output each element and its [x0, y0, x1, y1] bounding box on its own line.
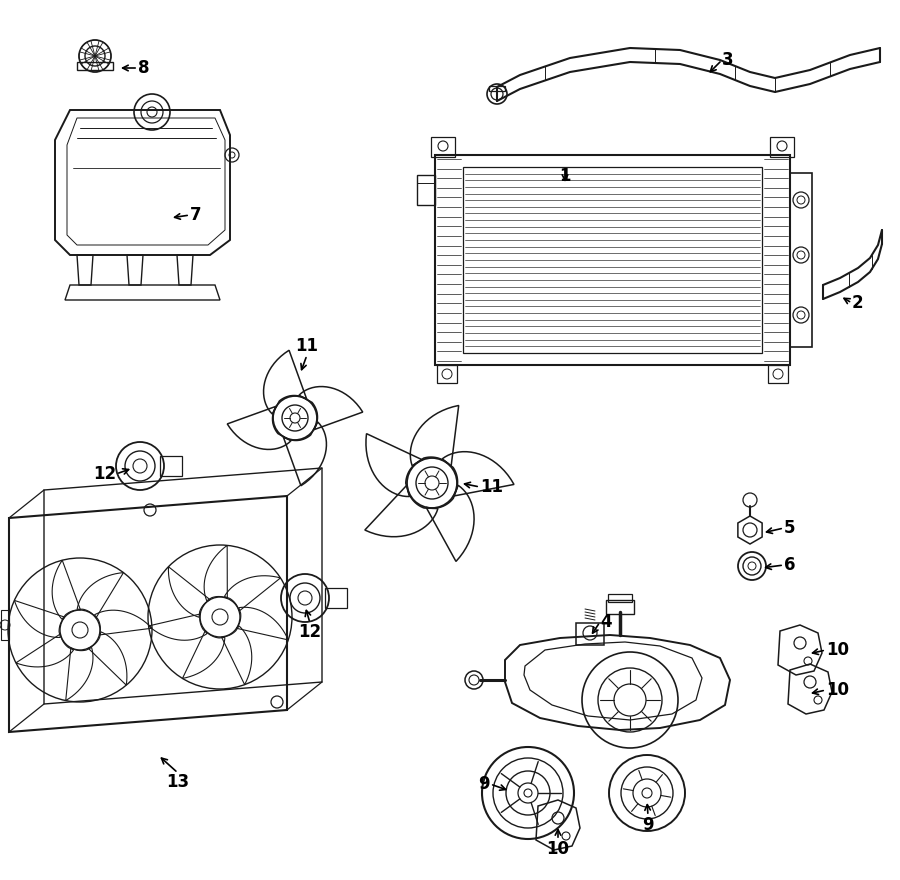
Text: 3: 3 — [722, 51, 734, 69]
Text: 9: 9 — [479, 775, 490, 793]
Bar — [417, 175, 435, 205]
Text: 6: 6 — [784, 556, 796, 574]
Text: 1: 1 — [559, 167, 571, 185]
Text: 7: 7 — [190, 206, 202, 224]
Bar — [790, 173, 812, 347]
Text: 12: 12 — [93, 465, 116, 483]
Bar — [576, 623, 604, 645]
Text: 11: 11 — [295, 337, 319, 355]
Text: 4: 4 — [600, 613, 612, 631]
Bar — [608, 594, 632, 602]
Bar — [606, 600, 634, 614]
Text: 12: 12 — [299, 623, 321, 641]
Text: 10: 10 — [826, 641, 849, 659]
Bar — [435, 155, 790, 365]
Text: 2: 2 — [852, 294, 864, 312]
Bar — [489, 86, 505, 91]
Text: 10: 10 — [546, 840, 570, 858]
Text: 11: 11 — [480, 478, 503, 496]
Text: 13: 13 — [166, 773, 190, 791]
Text: 8: 8 — [138, 59, 149, 77]
Text: 9: 9 — [643, 816, 653, 834]
Text: 5: 5 — [784, 519, 796, 537]
Bar — [463, 167, 762, 353]
Text: 10: 10 — [826, 681, 849, 699]
